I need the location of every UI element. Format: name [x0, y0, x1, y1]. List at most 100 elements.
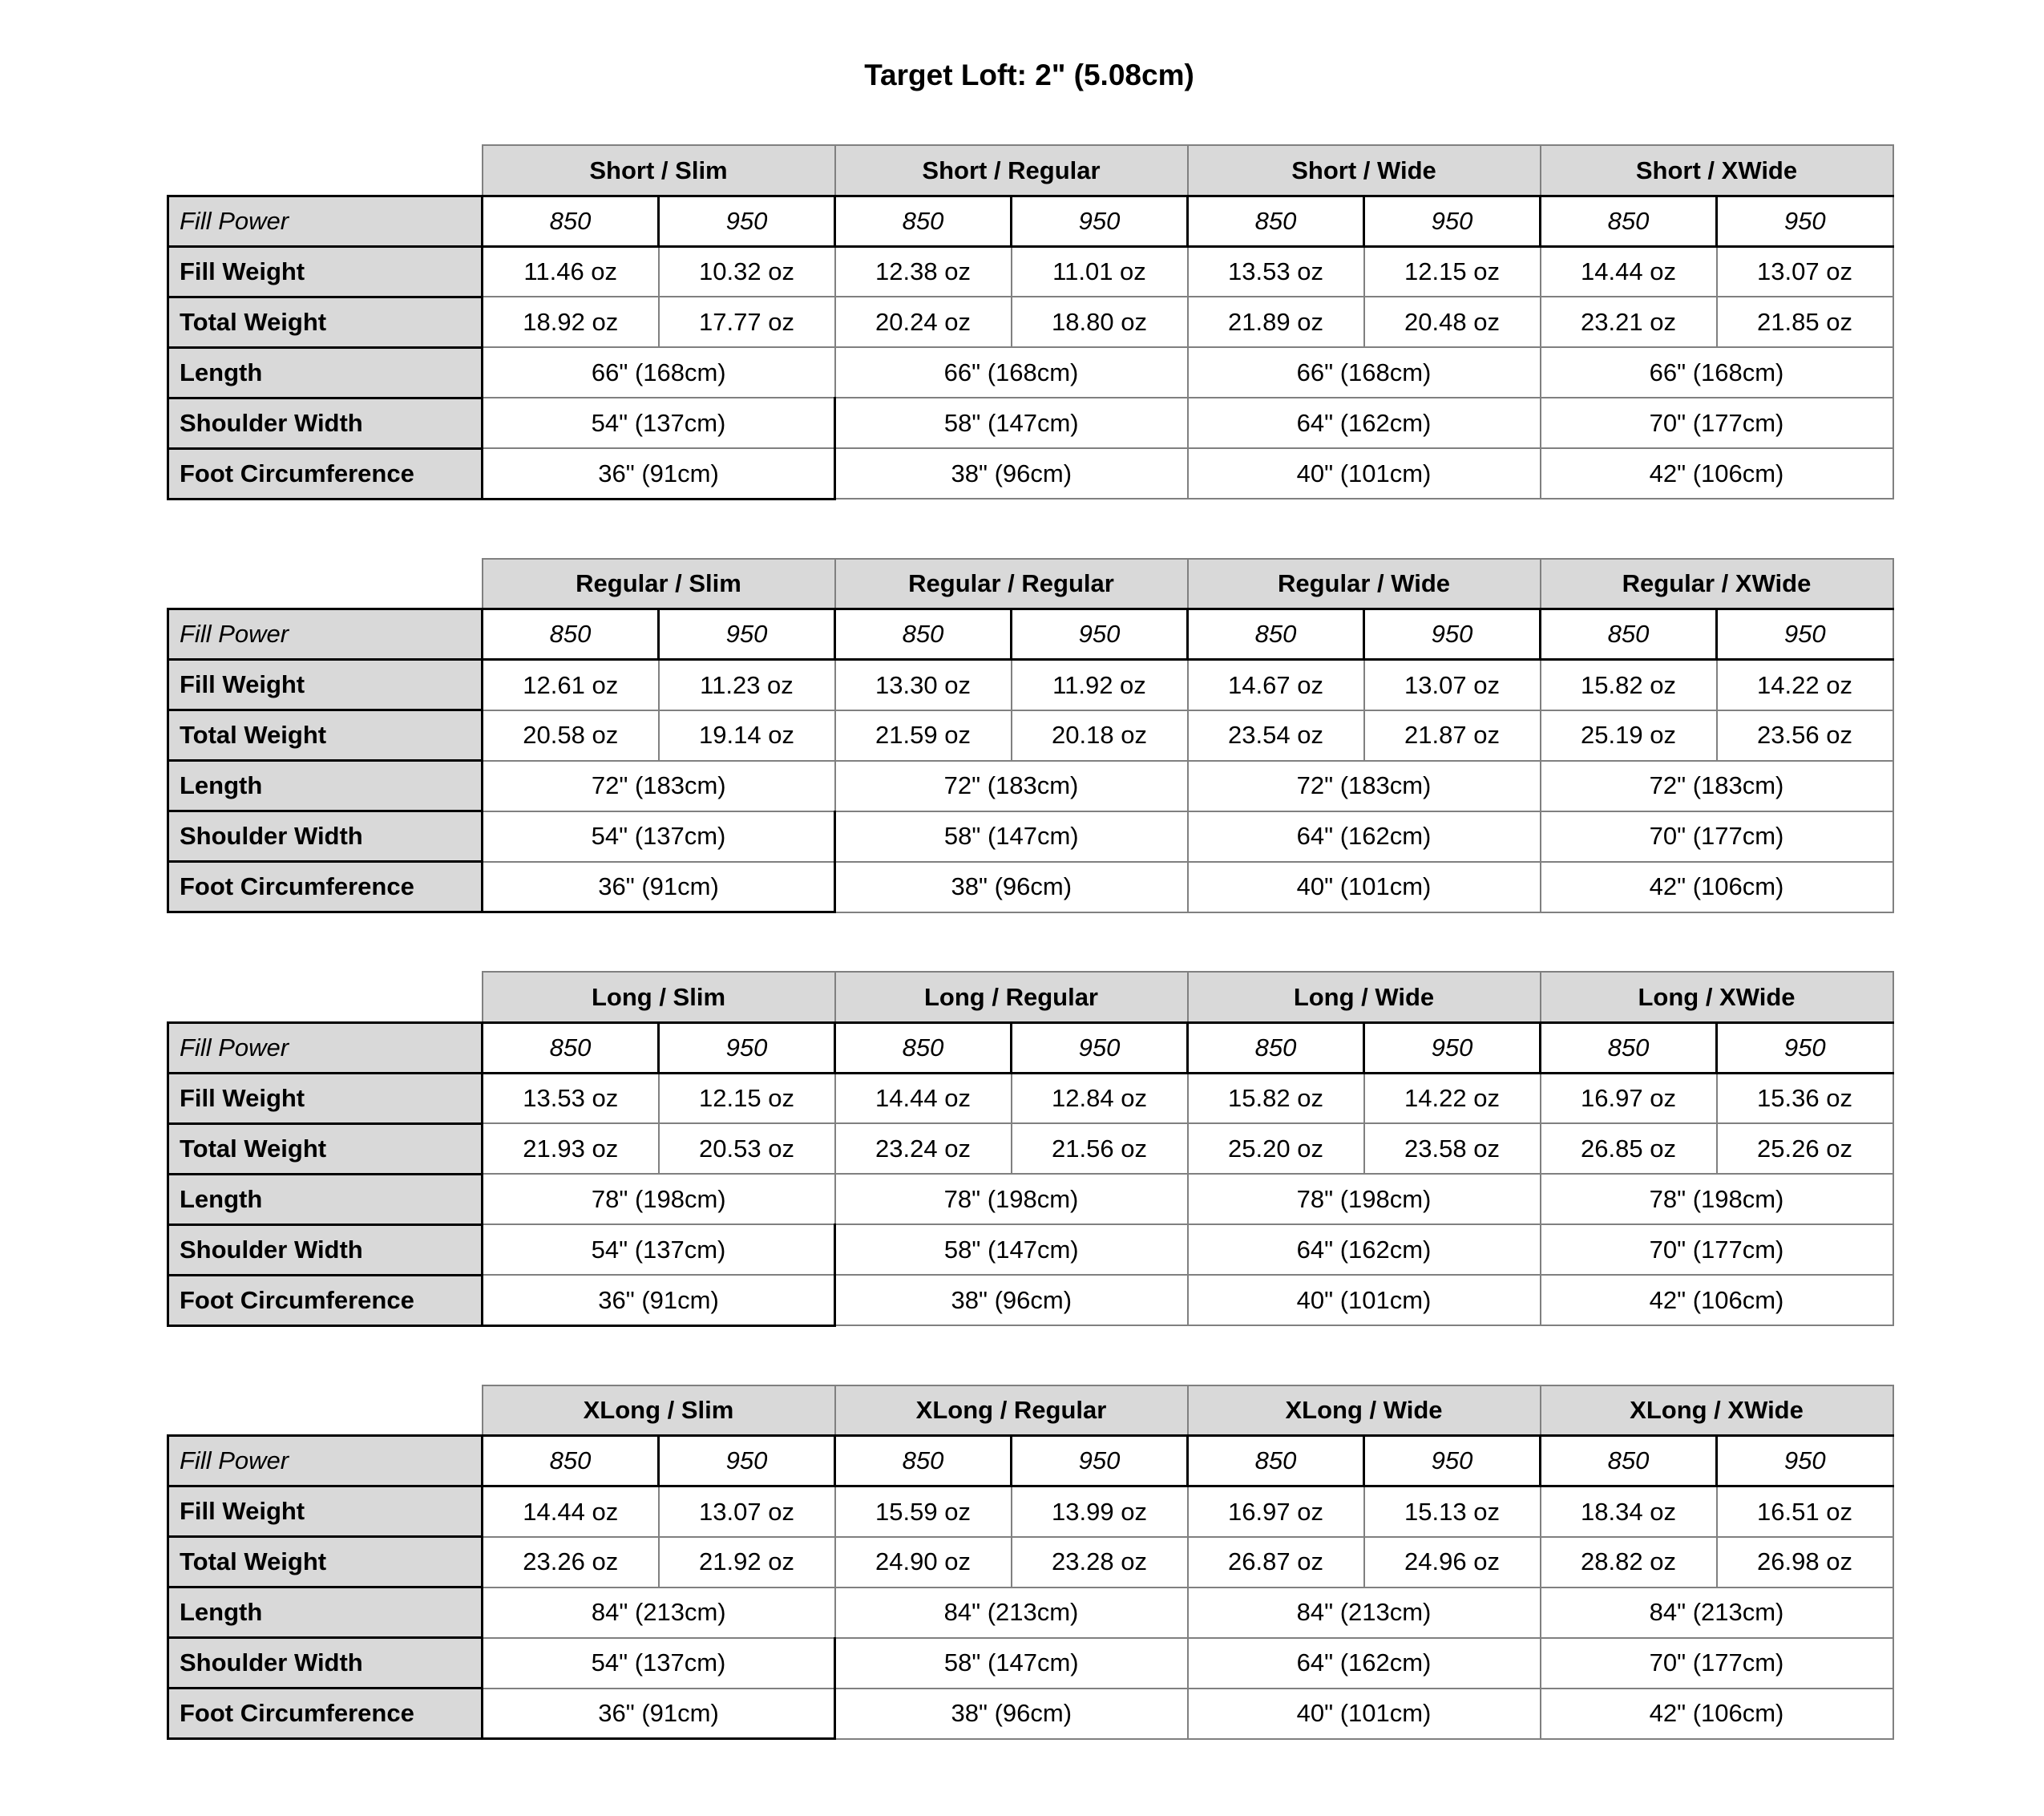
foot-circumference-cell: 38" (96cm)	[834, 1274, 1189, 1327]
fill-weight-cell: 13.53 oz	[1186, 245, 1365, 298]
fill-power-850-cell: 850	[834, 1021, 1012, 1074]
shoulder-width-cell: 54" (137cm)	[481, 397, 836, 450]
row-label-fill-weight: Fill Weight	[167, 245, 483, 298]
total-weight-cell: 24.90 oz	[834, 1535, 1012, 1588]
row-label-foot-circumference: Foot Circumference	[167, 1273, 483, 1327]
row-label-length: Length	[167, 346, 483, 399]
fill-power-850-cell: 850	[834, 608, 1012, 661]
total-weight-cell: 23.24 oz	[834, 1122, 1012, 1175]
row-label-fill-weight: Fill Weight	[167, 658, 483, 712]
size-group-header: XLong / Slim	[481, 1384, 836, 1437]
length-cell: 72" (183cm)	[834, 759, 1189, 812]
total-weight-cell: 24.96 oz	[1363, 1535, 1541, 1588]
length-cell: 66" (168cm)	[1539, 346, 1894, 399]
size-group-header: Regular / Regular	[834, 557, 1189, 610]
fill-power-950-cell: 950	[1715, 1021, 1894, 1074]
row-label-total-weight: Total Weight	[167, 709, 483, 762]
shoulder-width-cell: 70" (177cm)	[1539, 1223, 1894, 1276]
fill-power-850-cell: 850	[1539, 608, 1718, 661]
corner-cell	[168, 1385, 483, 1436]
fill-power-950-cell: 950	[1715, 608, 1894, 661]
size-group-header: Short / Slim	[481, 144, 836, 197]
shoulder-width-cell: 64" (162cm)	[1186, 397, 1541, 450]
row-label-fill-power: Fill Power	[167, 194, 483, 248]
size-table-long: Long / Slim Long / Regular Long / Wide Long…	[167, 971, 1894, 1327]
fill-power-950-cell: 950	[1363, 1021, 1541, 1074]
fill-power-850-cell: 850	[834, 194, 1012, 248]
shoulder-width-cell: 70" (177cm)	[1539, 1636, 1894, 1689]
total-weight-cell: 28.82 oz	[1539, 1535, 1718, 1588]
foot-circumference-cell: 36" (91cm)	[481, 1687, 836, 1741]
total-weight-cell: 21.93 oz	[481, 1122, 660, 1175]
fill-power-850-cell: 850	[1186, 608, 1365, 661]
fill-weight-cell: 12.15 oz	[1363, 245, 1541, 298]
fill-weight-cell: 13.53 oz	[481, 1072, 660, 1125]
length-cell: 84" (213cm)	[1186, 1586, 1541, 1639]
row-label-shoulder-width: Shoulder Width	[167, 1636, 483, 1690]
fill-weight-cell: 13.07 oz	[657, 1485, 836, 1538]
total-weight-cell: 20.58 oz	[481, 709, 660, 762]
total-weight-cell: 21.92 oz	[657, 1535, 836, 1588]
shoulder-width-cell: 58" (147cm)	[834, 397, 1189, 450]
fill-power-850-cell: 850	[1539, 194, 1718, 248]
fill-power-950-cell: 950	[657, 194, 836, 248]
fill-weight-cell: 11.46 oz	[481, 245, 660, 298]
fill-weight-cell: 14.67 oz	[1186, 658, 1365, 711]
shoulder-width-cell: 64" (162cm)	[1186, 1223, 1541, 1276]
total-weight-cell: 26.87 oz	[1186, 1535, 1365, 1588]
fill-weight-cell: 12.84 oz	[1010, 1072, 1189, 1125]
fill-weight-cell: 13.07 oz	[1715, 245, 1894, 298]
fill-weight-cell: 16.51 oz	[1715, 1485, 1894, 1538]
fill-weight-cell: 15.13 oz	[1363, 1485, 1541, 1538]
size-group-header: Long / Wide	[1186, 971, 1541, 1024]
foot-circumference-cell: 38" (96cm)	[834, 1687, 1189, 1740]
size-group-header: XLong / Regular	[834, 1384, 1189, 1437]
fill-power-850-cell: 850	[481, 1434, 660, 1488]
row-label-total-weight: Total Weight	[167, 1122, 483, 1175]
fill-weight-cell: 16.97 oz	[1186, 1485, 1365, 1538]
fill-power-850-cell: 850	[481, 1021, 660, 1074]
row-label-fill-weight: Fill Weight	[167, 1071, 483, 1125]
total-weight-cell: 20.48 oz	[1363, 296, 1541, 349]
total-weight-cell: 18.80 oz	[1010, 296, 1189, 349]
length-cell: 66" (168cm)	[834, 346, 1189, 399]
fill-power-850-cell: 850	[481, 608, 660, 661]
size-table-short: Short / Slim Short / Regular Short / Wide S…	[167, 144, 1894, 500]
length-cell: 78" (198cm)	[1539, 1173, 1894, 1226]
fill-power-950-cell: 950	[657, 1021, 836, 1074]
row-label-shoulder-width: Shoulder Width	[167, 1223, 483, 1276]
foot-circumference-cell: 40" (101cm)	[1186, 447, 1541, 500]
size-group-header: Regular / XWide	[1539, 557, 1894, 610]
size-group-header: XLong / Wide	[1186, 1384, 1541, 1437]
length-cell: 66" (168cm)	[1186, 346, 1541, 399]
corner-cell	[168, 972, 483, 1022]
size-group-header: Long / Slim	[481, 971, 836, 1024]
total-weight-cell: 25.26 oz	[1715, 1122, 1894, 1175]
shoulder-width-cell: 58" (147cm)	[834, 810, 1189, 863]
size-group-header: Short / Regular	[834, 144, 1189, 197]
fill-power-950-cell: 950	[1010, 194, 1189, 248]
size-group-header: Long / XWide	[1539, 971, 1894, 1024]
shoulder-width-cell: 54" (137cm)	[481, 1223, 836, 1276]
fill-weight-cell: 12.61 oz	[481, 658, 660, 711]
length-cell: 84" (213cm)	[1539, 1586, 1894, 1639]
total-weight-cell: 20.18 oz	[1010, 709, 1189, 762]
row-label-total-weight: Total Weight	[167, 1535, 483, 1589]
fill-weight-cell: 15.82 oz	[1539, 658, 1718, 711]
length-cell: 72" (183cm)	[1539, 759, 1894, 812]
fill-weight-cell: 13.99 oz	[1010, 1485, 1189, 1538]
row-label-foot-circumference: Foot Circumference	[167, 1687, 483, 1741]
total-weight-cell: 25.19 oz	[1539, 709, 1718, 762]
fill-weight-cell: 15.36 oz	[1715, 1072, 1894, 1125]
row-label-foot-circumference: Foot Circumference	[167, 860, 483, 914]
foot-circumference-cell: 42" (106cm)	[1539, 1687, 1894, 1740]
size-table-xlong: XLong / Slim XLong / Regular XLong / Wide X…	[167, 1384, 1894, 1741]
foot-circumference-cell: 40" (101cm)	[1186, 860, 1541, 913]
total-weight-cell: 23.28 oz	[1010, 1535, 1189, 1588]
length-cell: 72" (183cm)	[481, 759, 836, 812]
fill-power-950-cell: 950	[657, 1434, 836, 1488]
shoulder-width-cell: 70" (177cm)	[1539, 810, 1894, 863]
fill-power-950-cell: 950	[1715, 1434, 1894, 1488]
fill-weight-cell: 12.15 oz	[657, 1072, 836, 1125]
row-label-fill-power: Fill Power	[167, 608, 483, 661]
